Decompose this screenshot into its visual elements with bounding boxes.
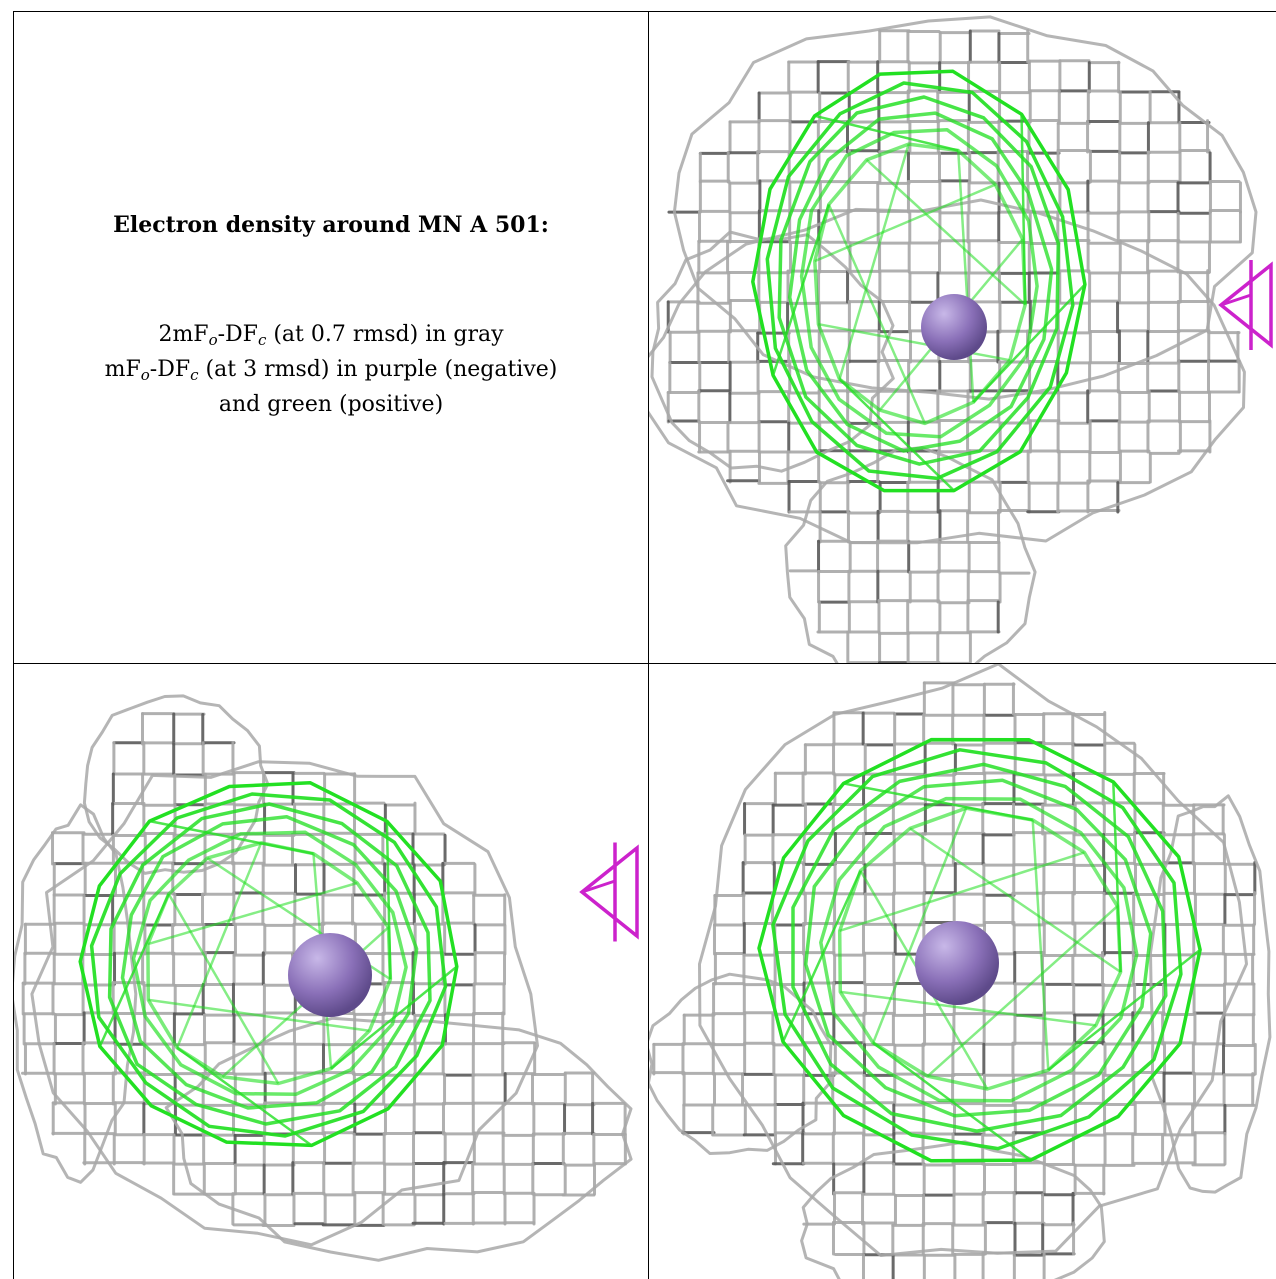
- mn-atom-sphere: [915, 921, 999, 1005]
- mn-atom-sphere: [921, 294, 987, 360]
- green-positive-density: [751, 69, 1087, 493]
- legend-line-green: and green (positive): [218, 392, 444, 417]
- legend-line-2fo-fc: 2mFo-DFc (at 0.7 rmsd) in gray: [158, 322, 504, 349]
- mesh-render-top-right: [649, 15, 1273, 663]
- frame-left-border: [13, 12, 14, 1279]
- legend-line-fo-fc: mFo-DFc (at 3 rmsd) in purple (negative): [104, 357, 558, 384]
- caption-title: Electron density around MN A 501:: [113, 212, 549, 238]
- purple-negative-density: [1218, 260, 1273, 350]
- caption-legend: 2mFo-DFc (at 0.7 rmsd) in gray mFo-DFc (…: [14, 320, 648, 420]
- green-positive-density: [757, 737, 1202, 1163]
- frame-top-border: [13, 11, 1276, 12]
- density-view-bottom-left: [14, 664, 648, 1279]
- caption-panel: Electron density around MN A 501: 2mFo-D…: [14, 12, 648, 663]
- mn-atom-sphere: [288, 933, 372, 1017]
- purple-negative-density: [579, 842, 639, 942]
- density-view-bottom-right: [649, 664, 1276, 1279]
- frame-center-divider: [648, 12, 649, 1279]
- mesh-render-bottom-right: [649, 664, 1272, 1279]
- density-view-top-right: [649, 12, 1276, 663]
- frame-middle-divider: [13, 663, 1276, 664]
- green-positive-density: [78, 781, 459, 1148]
- mesh-render-bottom-left: [14, 694, 639, 1262]
